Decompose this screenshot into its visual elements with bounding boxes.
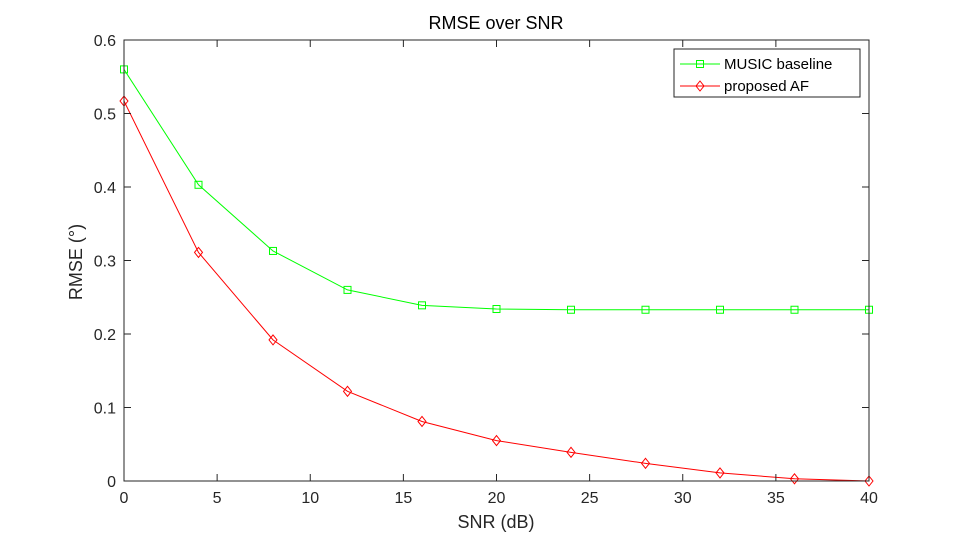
plot-background — [124, 40, 869, 481]
x-tick-label: 40 — [860, 490, 878, 507]
x-tick-label: 0 — [120, 490, 129, 507]
legend-box — [673, 48, 861, 98]
data-point-music-baseline — [567, 305, 575, 314]
x-tick-label: 25 — [581, 490, 599, 507]
y-tick-label: 0.1 — [94, 401, 116, 418]
legend-marker-proposed-af — [695, 80, 705, 92]
x-tick-label: 5 — [213, 490, 222, 507]
data-point-proposed-af — [417, 415, 427, 428]
x-tick-label: 35 — [767, 490, 785, 507]
legend-marker-music-baseline — [696, 60, 704, 68]
data-point-music-baseline — [343, 285, 352, 294]
data-point-proposed-af — [491, 434, 502, 447]
y-axis-title: RMSE (°) — [66, 224, 86, 300]
y-tick-label: 0 — [107, 474, 116, 491]
series-layer — [119, 65, 874, 487]
data-point-proposed-af — [193, 246, 204, 259]
data-point-music-baseline — [418, 301, 426, 310]
data-point-proposed-af — [640, 457, 651, 470]
data-point-music-baseline — [790, 305, 799, 314]
legend-label-music-baseline: MUSIC baseline — [724, 56, 832, 73]
y-tick-label: 0.2 — [94, 327, 116, 344]
y-tick-label: 0.6 — [94, 33, 116, 50]
tick-layer: 0 5 10 15 20 25 30 35 40 0 0.1 0.2 0.3 0.4 0.5 0.6 — [94, 33, 878, 507]
series-line-music-baseline — [123, 69, 869, 311]
data-point-proposed-af — [715, 467, 725, 479]
data-point-proposed-af — [864, 475, 874, 487]
data-point-music-baseline — [492, 305, 501, 314]
series-proposed-af — [119, 95, 874, 487]
data-point-proposed-af — [342, 385, 353, 398]
y-tick-label: 0.3 — [94, 254, 116, 271]
x-tick-label: 15 — [394, 490, 412, 507]
x-tick-label: 20 — [488, 490, 506, 507]
data-point-music-baseline — [269, 246, 277, 255]
data-point-music-baseline — [641, 305, 650, 314]
data-point-music-baseline — [194, 180, 203, 189]
series-music-baseline — [120, 65, 873, 314]
y-tick-label: 0.5 — [94, 107, 116, 124]
legend: MUSIC baseline proposed AF — [673, 48, 861, 98]
data-point-proposed-af — [268, 334, 278, 346]
x-axis-title: SNR (dB) — [457, 512, 534, 532]
y-tick-label: 0.4 — [94, 180, 116, 197]
data-point-music-baseline — [716, 305, 724, 314]
data-point-proposed-af — [789, 472, 800, 485]
series-line-proposed-af — [123, 100, 870, 482]
x-tick-label: 10 — [301, 490, 319, 507]
chart-title: RMSE over SNR — [428, 13, 563, 33]
legend-label-proposed-af: proposed AF — [724, 78, 809, 95]
x-tick-label: 30 — [674, 490, 692, 507]
data-point-proposed-af — [566, 446, 576, 459]
